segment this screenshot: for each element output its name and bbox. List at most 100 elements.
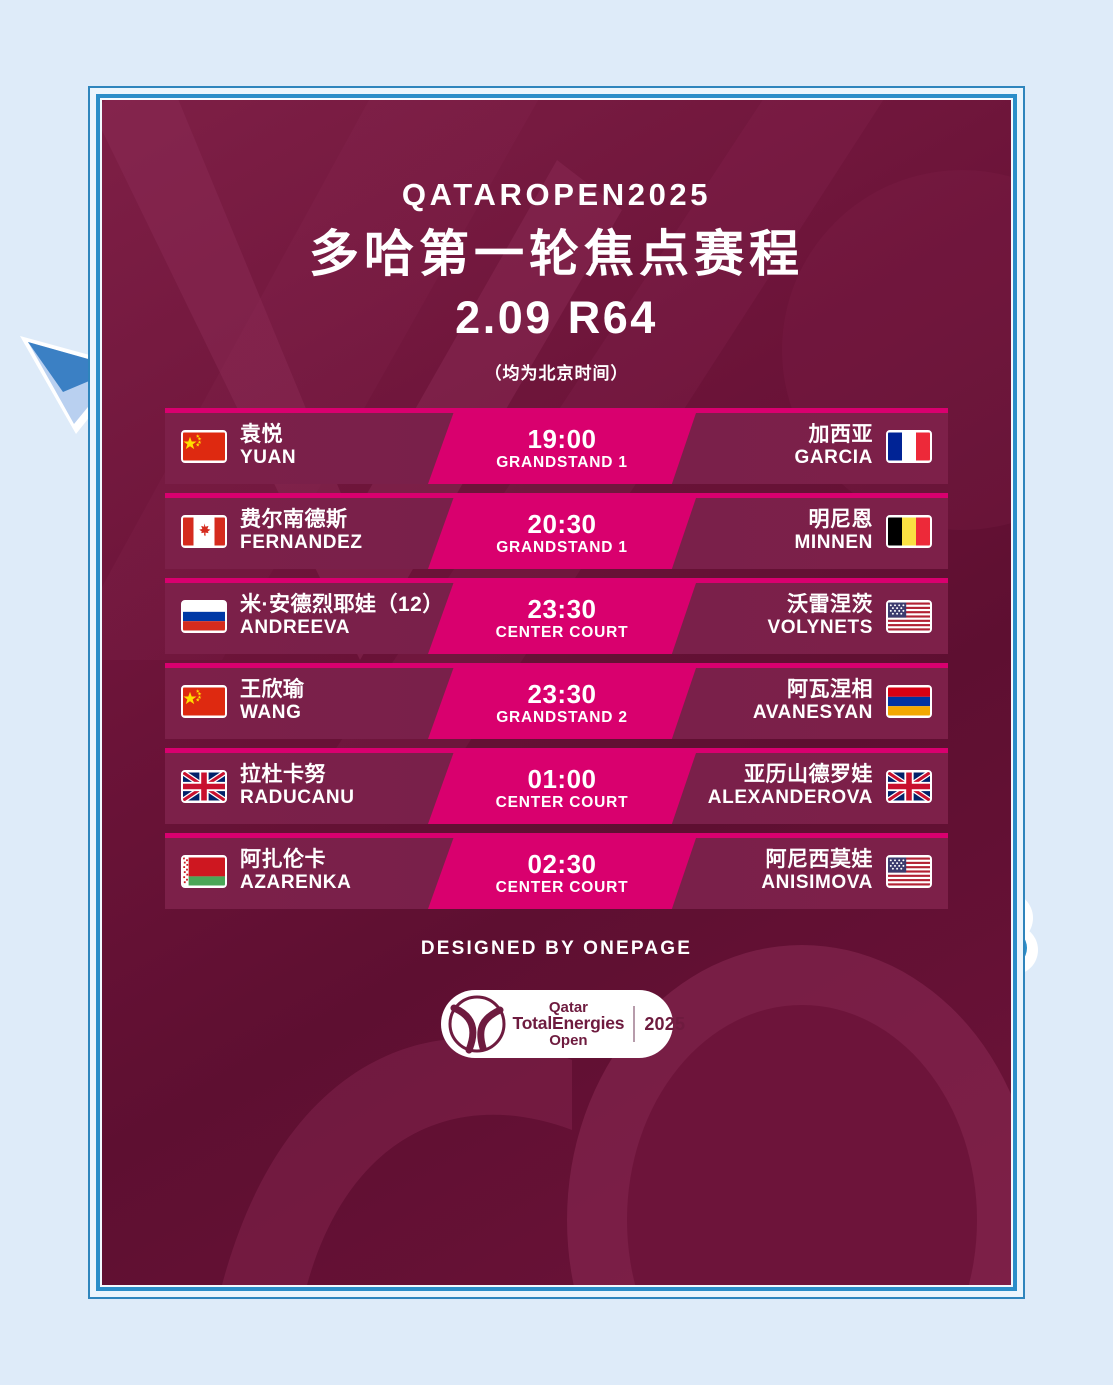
player-left[interactable]: 米·安德烈耶娃（12） ANDREEVA — [181, 578, 444, 654]
player-name-cn: 费尔南德斯 — [240, 508, 348, 532]
match-time: 20:30 — [527, 509, 597, 540]
row-accent-bar — [165, 578, 948, 583]
player-name-en: FERNANDEZ — [240, 532, 363, 554]
tennis-ball-icon — [448, 995, 505, 1054]
logo-line-3: Open — [549, 1031, 588, 1049]
player-left[interactable]: 费尔南德斯 FERNANDEZ — [181, 493, 363, 569]
player-name-en: AVANESYAN — [752, 702, 873, 724]
player-names: 米·安德烈耶娃（12） ANDREEVA — [240, 593, 444, 638]
event-kicker: QATAROPEN2025 — [401, 177, 712, 212]
match-time: 02:30 — [527, 849, 597, 880]
match-time: 19:00 — [527, 424, 597, 455]
match-time: 01:00 — [527, 764, 597, 795]
player-names: 亚历山德罗娃 ALEXANDEROVA — [708, 763, 873, 808]
player-right[interactable]: 加西亚 GARCIA — [794, 408, 932, 484]
flag-be — [886, 514, 932, 548]
player-right[interactable]: 沃雷涅茨 VOLYNETS — [768, 578, 932, 654]
flag-fr — [886, 429, 932, 463]
player-name-cn: 阿尼西莫娃 — [765, 848, 873, 872]
player-names: 阿尼西莫娃 ANISIMOVA — [761, 848, 873, 893]
match-row[interactable]: 王欣瑜 WANG 阿瓦涅相 AVANESYAN 23:30 GRANDSTAND 2 — [165, 663, 948, 739]
player-names: 加西亚 GARCIA — [794, 423, 873, 468]
player-name-cn: 沃雷涅茨 — [787, 593, 873, 617]
player-names: 拉杜卡努 RADUCANU — [240, 763, 355, 808]
player-name-en: ANISIMOVA — [761, 872, 873, 894]
flag-us — [886, 599, 932, 633]
match-time-court: 19:00 GRANDSTAND 1 — [428, 413, 696, 484]
center-wedge — [428, 838, 696, 909]
row-accent-bar — [165, 663, 948, 668]
player-name-cn: 明尼恩 — [808, 508, 873, 532]
flag-us — [886, 854, 932, 888]
match-row[interactable]: 袁悦 YUAN 加西亚 GARCIA 19:00 GRANDSTAND 1 — [165, 408, 948, 484]
logo-divider — [633, 1006, 636, 1042]
match-court: GRANDSTAND 1 — [496, 453, 628, 471]
match-time-court: 20:30 GRANDSTAND 1 — [428, 498, 696, 569]
date-round: 2.09 R64 — [455, 292, 658, 344]
match-court: GRANDSTAND 2 — [496, 708, 628, 726]
player-names: 费尔南德斯 FERNANDEZ — [240, 508, 363, 553]
row-accent-bar — [165, 493, 948, 498]
poster-canvas: QATAROPEN2025 多哈第一轮焦点赛程 2.09 R64 （均为北京时间… — [102, 100, 1011, 1285]
flag-ca — [181, 514, 227, 548]
match-row[interactable]: 米·安德烈耶娃（12） ANDREEVA 沃雷涅茨 VOLYNETS 23:30 CENT… — [165, 578, 948, 654]
player-names: 阿瓦涅相 AVANESYAN — [753, 678, 873, 723]
flag-cn — [181, 429, 227, 463]
match-row[interactable]: 费尔南德斯 FERNANDEZ 明尼恩 MINNEN 20:30 GRANDSTAND 1 — [165, 493, 948, 569]
player-names: 阿扎伦卡 AZARENKA — [240, 848, 351, 893]
flag-ru — [181, 599, 227, 633]
match-court: GRANDSTAND 1 — [496, 538, 628, 556]
match-court: CENTER COURT — [495, 793, 629, 811]
row-accent-bar — [165, 748, 948, 753]
tournament-logo: Qatar TotalEnergies Open 2025 — [440, 990, 685, 1058]
player-left[interactable]: 袁悦 YUAN — [181, 408, 296, 484]
logo-year: 2025 — [644, 1013, 686, 1034]
row-accent-bar — [165, 833, 948, 838]
player-name-cn: 拉杜卡努 — [240, 763, 326, 787]
flag-am — [886, 684, 932, 718]
match-time-court: 23:30 CENTER COURT — [428, 583, 696, 654]
player-name-en: YUAN — [240, 447, 297, 469]
player-right[interactable]: 亚历山德罗娃 ALEXANDEROVA — [708, 748, 932, 824]
timezone-note: （均为北京时间） — [484, 363, 629, 383]
player-names: 明尼恩 MINNEN — [794, 508, 873, 553]
player-name-cn: 阿扎伦卡 — [240, 848, 326, 872]
poster-header: QATAROPEN2025 多哈第一轮焦点赛程 2.09 R64 （均为北京时间… — [102, 177, 1011, 384]
player-left[interactable]: 阿扎伦卡 AZARENKA — [181, 833, 351, 909]
player-left[interactable]: 拉杜卡努 RADUCANU — [181, 748, 355, 824]
flag-by — [181, 854, 227, 888]
center-wedge — [428, 413, 696, 484]
player-name-en: ANDREEVA — [240, 617, 351, 639]
player-name-en: ALEXANDEROVA — [707, 787, 873, 809]
player-right[interactable]: 阿瓦涅相 AVANESYAN — [753, 663, 932, 739]
match-time: 23:30 — [527, 679, 597, 710]
player-name-cn: 亚历山德罗娃 — [744, 763, 873, 787]
player-name-cn: 阿瓦涅相 — [787, 678, 873, 702]
match-row[interactable]: 拉杜卡努 RADUCANU 亚历山德罗娃 ALEXANDEROVA 01:00 CENTE… — [165, 748, 948, 824]
player-right[interactable]: 明尼恩 MINNEN — [794, 493, 932, 569]
player-left[interactable]: 王欣瑜 WANG — [181, 663, 305, 739]
player-name-cn: 加西亚 — [808, 423, 873, 447]
player-name-en: VOLYNETS — [767, 617, 873, 639]
flag-gb — [886, 769, 932, 803]
row-accent-bar — [165, 408, 948, 413]
match-row[interactable]: 阿扎伦卡 AZARENKA 阿尼西莫娃 ANISIMOVA 02:30 CENTER CO… — [165, 833, 948, 909]
player-name-cn: 王欣瑜 — [240, 678, 305, 702]
player-names: 王欣瑜 WANG — [240, 678, 305, 723]
player-name-cn: 米·安德烈耶娃（12） — [240, 593, 444, 617]
match-time-court: 02:30 CENTER COURT — [428, 838, 696, 909]
match-time-court: 23:30 GRANDSTAND 2 — [428, 668, 696, 739]
center-wedge — [428, 753, 696, 824]
center-wedge — [428, 668, 696, 739]
design-credit: DESIGNED BY ONEPAGE — [420, 938, 693, 959]
player-name-en: GARCIA — [794, 447, 873, 469]
player-right[interactable]: 阿尼西莫娃 ANISIMOVA — [761, 833, 932, 909]
player-names: 袁悦 YUAN — [240, 423, 296, 468]
match-list: 袁悦 YUAN 加西亚 GARCIA 19:00 GRANDSTAND 1 费尔南德斯 FER… — [165, 408, 948, 918]
match-time: 23:30 — [527, 594, 597, 625]
logo-line-2: TotalEnergies — [512, 1013, 625, 1034]
player-name-en: RADUCANU — [240, 787, 355, 809]
page-title: 多哈第一轮焦点赛程 — [309, 226, 804, 283]
flag-gb — [181, 769, 227, 803]
